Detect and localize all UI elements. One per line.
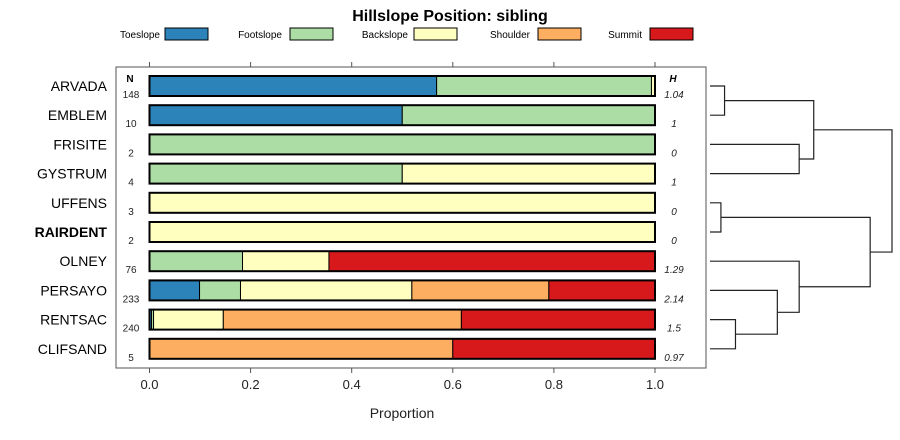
x-tick-label: 0.2: [242, 377, 260, 392]
h-value: 1.5: [667, 324, 681, 335]
bar-outline: [148, 75, 656, 97]
legend-swatch: [537, 27, 582, 41]
h-value: 0: [671, 207, 677, 218]
row-label: RAIRDENT: [35, 224, 108, 240]
bar-segment-backslope: [153, 309, 224, 331]
x-tick-label: 0.0: [140, 377, 158, 392]
bar-segment-backslope: [239, 279, 413, 301]
bar-segment-summit: [460, 309, 656, 331]
dendrogram: [710, 85, 893, 350]
dendrogram-branch: [710, 143, 800, 175]
n-value: 148: [123, 90, 140, 101]
h-value: 1.29: [664, 265, 684, 276]
bar-segment-footslope: [149, 250, 244, 272]
legend-label: Summit: [608, 30, 642, 41]
n-value: 233: [123, 294, 140, 305]
n-value: 76: [125, 265, 137, 276]
h-value: 0.97: [664, 353, 684, 364]
n-header: N: [126, 74, 133, 85]
n-value: 4: [128, 178, 134, 189]
n-value: 240: [123, 324, 140, 335]
legend-label: Footslope: [238, 30, 282, 41]
bars: [148, 75, 656, 360]
bar-segment-shoulder: [222, 309, 462, 331]
n-value: 3: [128, 207, 134, 218]
bar-segment-backslope: [149, 221, 656, 243]
dendrogram-branch: [813, 129, 893, 253]
bar-segment-footslope: [436, 75, 652, 97]
plot-panel: [115, 66, 707, 369]
bar-segment-summit: [452, 338, 656, 360]
row-label: UFFENS: [51, 195, 107, 211]
row-label: FRISITE: [53, 136, 107, 152]
bar-segment-summit: [328, 250, 656, 272]
h-header: H: [669, 74, 677, 85]
legend-label: Shoulder: [490, 30, 531, 41]
h-value: 0: [671, 236, 677, 247]
bar-outline: [148, 279, 656, 302]
row-label: GYSTRUM: [37, 166, 107, 182]
h-value: 0: [671, 148, 677, 159]
bar-outline: [148, 308, 656, 331]
bar-segment-toeslope: [149, 104, 403, 126]
n-value: 5: [128, 353, 134, 364]
row-label: CLIFSAND: [38, 341, 107, 357]
chart-title: Hillslope Position: sibling: [352, 8, 548, 25]
axes: 0.0 0.2 0.4 0.6 0.8 1.0: [140, 62, 664, 392]
legend-swatch: [649, 27, 694, 41]
row-label: RENTSAC: [40, 312, 107, 328]
bar-segment-backslope: [242, 250, 330, 272]
dendrogram-branch: [720, 216, 871, 288]
bar-outline: [148, 221, 656, 243]
x-tick-label: 0.6: [444, 377, 462, 392]
dendrogram-branch: [710, 260, 800, 313]
row-label: EMBLEM: [48, 107, 107, 123]
x-tick-label: 0.4: [343, 377, 361, 392]
h-value: 1: [671, 178, 677, 189]
legend: Toeslope Footslope Backslope Shoulder Summit: [120, 27, 694, 41]
bar-outline: [148, 191, 656, 214]
legend-label: Toeslope: [120, 30, 160, 41]
bar-segment-footslope: [149, 133, 656, 155]
bar-outline: [148, 104, 656, 127]
h-value: 1.04: [664, 90, 684, 101]
legend-swatch: [413, 27, 458, 41]
bar-segment-shoulder: [149, 338, 454, 360]
x-axis-label: Proportion: [370, 405, 435, 421]
bar-segment-footslope: [149, 163, 403, 185]
bar-segment-backslope: [401, 163, 656, 185]
dendrogram-branch: [710, 319, 737, 350]
h-value: 1: [671, 119, 677, 130]
bar-segment-summit: [548, 279, 656, 301]
n-value: 2: [128, 236, 134, 247]
row-label: ARVADA: [51, 78, 108, 94]
h-value: 2.14: [663, 294, 684, 305]
bar-outline: [148, 133, 656, 156]
row-label: PERSAYO: [40, 282, 107, 298]
dendrogram-branch: [710, 85, 726, 116]
dendrogram-branch: [724, 100, 815, 160]
dendrogram-branch: [710, 202, 722, 233]
bar-outline: [148, 337, 656, 360]
x-tick-label: 1.0: [646, 377, 664, 392]
bar-outline: [148, 250, 656, 273]
bar-segment-toeslope: [149, 279, 201, 301]
row-label: OLNEY: [60, 253, 108, 269]
dendrogram-branch: [710, 289, 778, 335]
legend-label: Backslope: [362, 30, 409, 41]
bar-outline: [148, 162, 656, 185]
x-tick-label: 0.8: [545, 377, 563, 392]
bar-segment-toeslope: [149, 75, 438, 97]
bar-segment-footslope: [401, 104, 656, 126]
n-value: 2: [128, 148, 134, 159]
bar-segment-footslope: [199, 279, 241, 301]
bar-segment-backslope: [149, 192, 656, 214]
bar-segment-shoulder: [411, 279, 550, 301]
legend-swatch: [164, 27, 209, 41]
n-value: 10: [125, 119, 137, 130]
legend-swatch: [289, 27, 334, 41]
